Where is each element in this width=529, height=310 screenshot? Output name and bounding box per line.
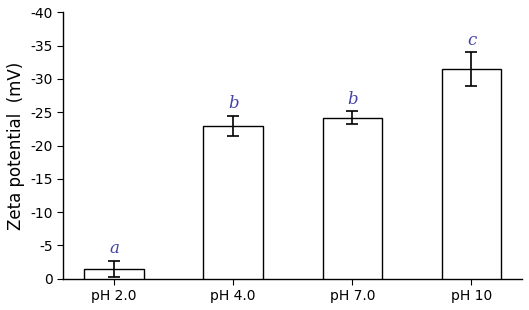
Bar [442, 69, 501, 279]
Text: b: b [228, 95, 239, 112]
Bar [323, 117, 382, 279]
Text: c: c [467, 32, 476, 49]
Bar [203, 126, 263, 279]
Text: a: a [109, 240, 119, 257]
Bar [84, 269, 144, 279]
Y-axis label: Zeta potential  (mV): Zeta potential (mV) [7, 61, 25, 230]
Text: b: b [347, 91, 358, 108]
